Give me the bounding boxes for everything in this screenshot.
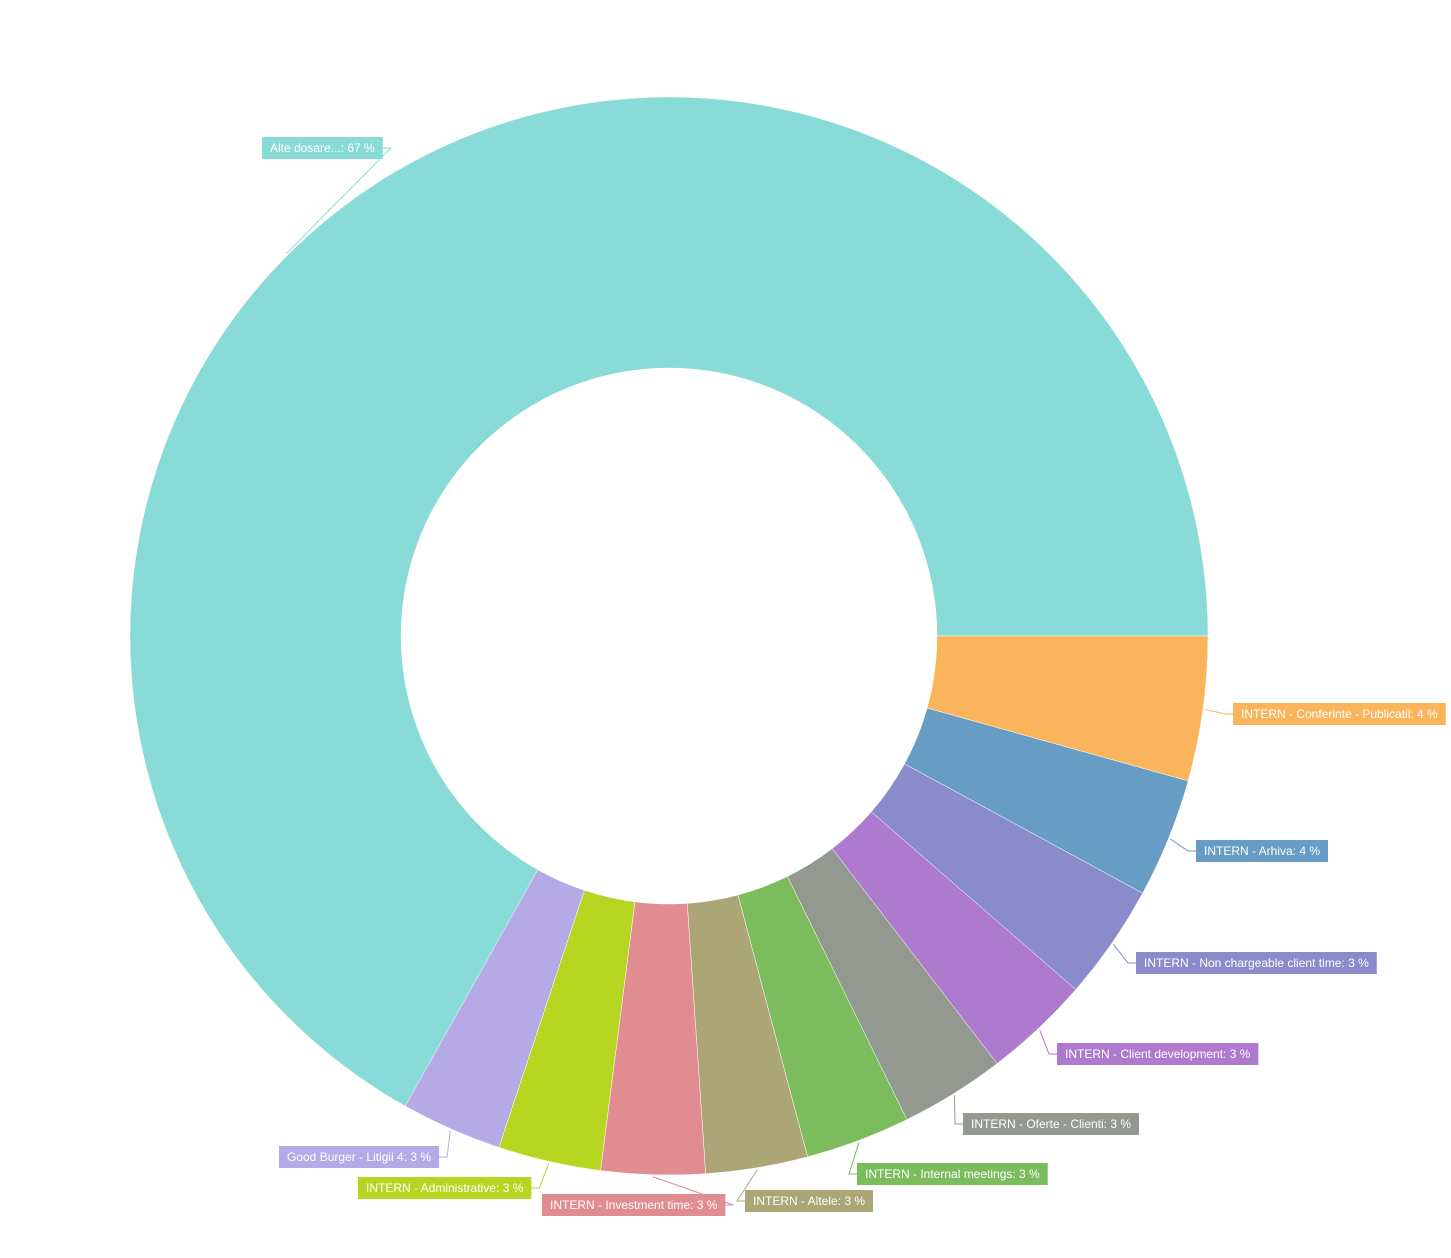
leader-line-intern-administrative <box>531 1163 550 1189</box>
data-label-intern-non-chargeable-client-time: INTERN - Non chargeable client time: 3 % <box>1136 952 1377 974</box>
data-label-text: Good Burger - Litigii 4: 3 % <box>287 1150 431 1164</box>
data-label-box <box>542 1194 726 1216</box>
leader-line-intern-internal-meetings <box>848 1142 860 1175</box>
leader-line-intern-non-chargeable-client-time <box>1113 944 1136 964</box>
data-label-alte-dosare: Alte dosare...: 67 % <box>262 137 383 159</box>
data-label-intern-internal-meetings: INTERN - Internal meetings: 3 % <box>857 1163 1048 1185</box>
leader-line-intern-oferte-clienti <box>953 1095 963 1125</box>
leader-line-intern-investment-time <box>652 1176 734 1206</box>
donut-slice-alte-dosare[interactable] <box>129 96 1209 1176</box>
data-label-text: INTERN - Non chargeable client time: 3 % <box>1144 956 1369 970</box>
leader-lines-layer <box>286 147 1233 1206</box>
data-label-intern-investment-time: INTERN - Investment time: 3 % <box>542 1194 726 1216</box>
data-label-box <box>1057 1043 1259 1065</box>
leader-line-intern-arhiva <box>1170 838 1196 852</box>
data-label-intern-client-development: INTERN - Client development: 3 % <box>1057 1043 1259 1065</box>
data-label-box <box>1136 952 1377 974</box>
data-label-box <box>1196 840 1329 862</box>
data-label-text: Alte dosare...: 67 % <box>270 141 375 155</box>
data-label-text: INTERN - Client development: 3 % <box>1065 1047 1251 1061</box>
donut-slice-good-burger-litigii-4[interactable] <box>404 869 585 1148</box>
data-label-box <box>745 1190 874 1212</box>
data-label-text: INTERN - Arhiva: 4 % <box>1204 844 1320 858</box>
data-labels-layer: Alte dosare...: 67 % INTERN - Conferinte … <box>262 137 1446 1216</box>
data-label-good-burger-litigii-4: Good Burger - Litigii 4: 3 % <box>279 1146 440 1168</box>
data-label-box <box>262 137 383 159</box>
data-label-box <box>358 1177 532 1199</box>
data-label-text: INTERN - Internal meetings: 3 % <box>865 1167 1040 1181</box>
data-label-box <box>963 1113 1140 1135</box>
data-label-box <box>857 1163 1048 1185</box>
data-label-intern-altele: INTERN - Altele: 3 % <box>745 1190 874 1212</box>
leader-line-good-burger-litigii-4 <box>439 1130 451 1158</box>
data-label-intern-arhiva: INTERN - Arhiva: 4 % <box>1196 840 1329 862</box>
data-label-box <box>1233 703 1446 725</box>
data-label-text: INTERN - Altele: 3 % <box>753 1194 865 1208</box>
data-label-text: INTERN - Conferinte - Publicatii: 4 % <box>1241 707 1438 721</box>
data-label-text: INTERN - Administrative: 3 % <box>366 1181 524 1195</box>
data-label-text: INTERN - Oferte - Clienti: 3 % <box>971 1117 1131 1131</box>
data-label-intern-administrative: INTERN - Administrative: 3 % <box>358 1177 532 1199</box>
leader-line-intern-conferinte-publicatii <box>1204 708 1233 715</box>
data-label-intern-oferte-clienti: INTERN - Oferte - Clienti: 3 % <box>963 1113 1140 1135</box>
data-label-intern-conferinte-publicatii: INTERN - Conferinte - Publicatii: 4 % <box>1233 703 1446 725</box>
leader-line-intern-client-development <box>1039 1029 1057 1055</box>
slices-layer <box>129 96 1209 1176</box>
leader-line-intern-altele <box>736 1169 758 1202</box>
leader-line-alte-dosare <box>286 147 392 254</box>
data-label-text: INTERN - Investment time: 3 % <box>550 1198 718 1212</box>
data-label-box <box>279 1146 440 1168</box>
